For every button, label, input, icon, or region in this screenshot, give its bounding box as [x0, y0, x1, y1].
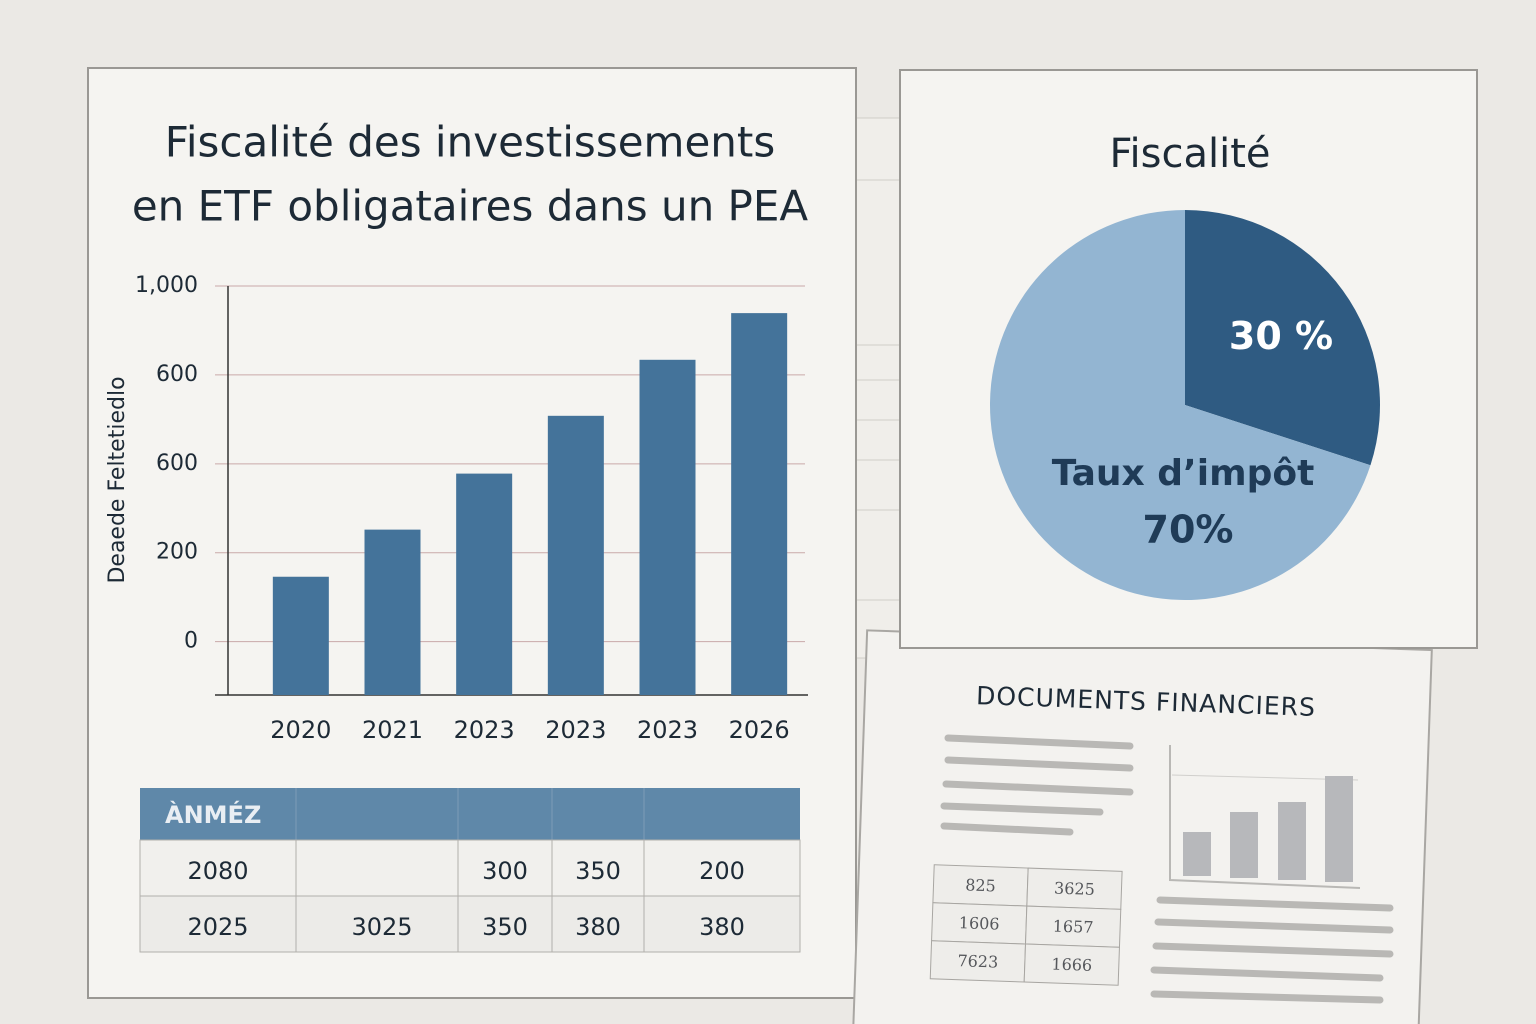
slice-name: Taux d’impôt: [1052, 453, 1315, 494]
x-tick-label: 2023: [545, 716, 606, 744]
doc-table-text: 1666: [1051, 954, 1092, 974]
table-cell: 380: [575, 913, 621, 941]
y-tick-label: 0: [184, 629, 198, 654]
table-cell: 2025: [187, 913, 248, 941]
y-tick-label: 200: [156, 540, 198, 565]
table-cell: 350: [575, 857, 621, 885]
doc-table-text: 1606: [959, 913, 1000, 933]
table-row: [139, 895, 801, 953]
doc-table-text: 7623: [957, 951, 998, 971]
chart-title: en ETF obligataires dans un PEA: [132, 182, 809, 231]
bar: [364, 529, 421, 695]
pie-slice: [990, 210, 1371, 601]
doc-table-text: 1657: [1052, 916, 1093, 936]
x-tick-label: 2020: [270, 716, 331, 744]
x-tick-label: 2023: [637, 716, 698, 744]
doc-decoration: [940, 734, 1394, 1004]
chart-title: Fiscalité des investissements: [165, 118, 776, 167]
y-tick-label: 1,000: [135, 273, 198, 298]
doc-mini-chart: [1169, 745, 1361, 889]
table-cell: 2080: [187, 857, 248, 885]
table-row: [139, 839, 801, 897]
y-tick-label: 600: [156, 362, 198, 387]
doc-table: 825 3625 1606 1657 7623 1666: [929, 864, 1123, 986]
x-tick-label: 2023: [454, 716, 515, 744]
doc-table-text: 825: [965, 875, 996, 895]
slice-label: 30 %: [1229, 314, 1333, 358]
x-tick-label: 2026: [729, 716, 790, 744]
bar: [639, 359, 696, 695]
table-cell: 350: [482, 913, 528, 941]
table-cell: 300: [482, 857, 528, 885]
doc-table-text: 3625: [1054, 878, 1095, 898]
bar: [456, 473, 513, 695]
doc-table-cell: [1023, 943, 1120, 986]
table-header: [140, 788, 800, 840]
bar: [731, 313, 788, 695]
table-cell: 200: [699, 857, 745, 885]
y-tick-label: 600: [156, 451, 198, 476]
slice-label: 70%: [1143, 508, 1234, 552]
chart-title: Fiscalité: [1109, 131, 1270, 177]
pie-slice: [1185, 210, 1380, 466]
table-cell: 3025: [351, 913, 412, 941]
table-cell: 380: [699, 913, 745, 941]
bar: [272, 576, 329, 695]
y-axis-label: Deaede Feltetiedlo: [105, 376, 130, 583]
table-header-text: ÀNMÉZ: [165, 800, 261, 829]
x-tick-label: 2021: [362, 716, 423, 744]
bar: [547, 415, 604, 695]
